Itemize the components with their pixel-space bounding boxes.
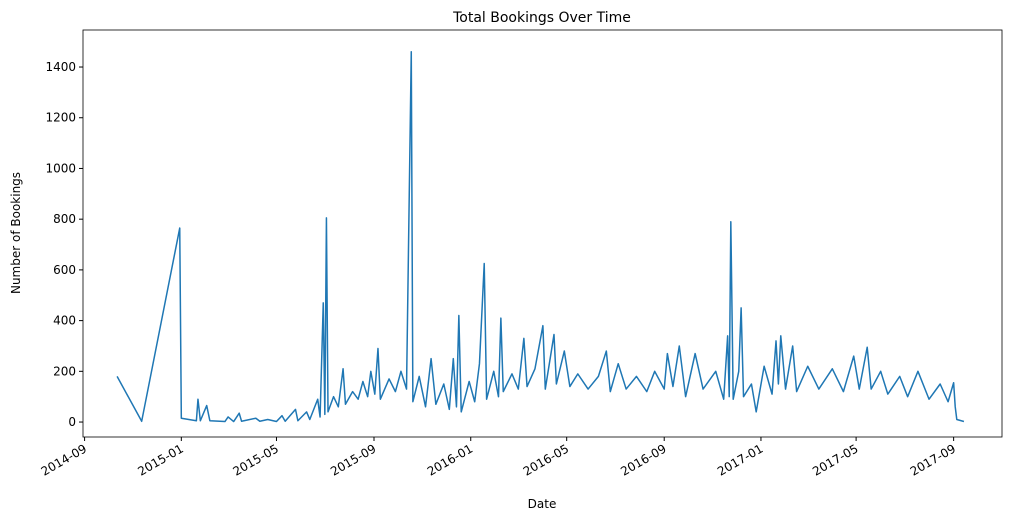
x-axis-label: Date: [528, 497, 557, 511]
x-tick-label: 2015-05: [231, 441, 281, 478]
y-tick-label: 600: [53, 263, 76, 277]
x-tick-label: 2017-01: [715, 441, 765, 478]
chart-title: Total Bookings Over Time: [452, 10, 631, 26]
y-tick-label: 800: [53, 212, 76, 226]
y-tick-label: 1400: [45, 60, 76, 74]
x-tick-label: 2015-09: [328, 441, 378, 478]
y-tick-label: 0: [68, 415, 76, 429]
x-tick-label: 2016-01: [425, 441, 475, 478]
x-tick-label: 2017-05: [810, 441, 860, 478]
y-axis-label: Number of Bookings: [9, 172, 23, 294]
y-tick-label: 1200: [45, 111, 76, 125]
x-tick-label: 2014-09: [39, 441, 89, 478]
x-tick-label: 2015-01: [135, 441, 185, 478]
x-tick-label: 2016-05: [521, 441, 571, 478]
data-line: [116, 51, 965, 423]
x-tick-label: 2016-09: [618, 441, 668, 478]
plot-frame: [82, 29, 1003, 438]
y-tick-label: 400: [53, 314, 76, 328]
y-tick-label: 200: [53, 364, 76, 378]
y-tick-label: 1000: [45, 161, 76, 175]
x-tick-label: 2017-09: [908, 441, 958, 478]
